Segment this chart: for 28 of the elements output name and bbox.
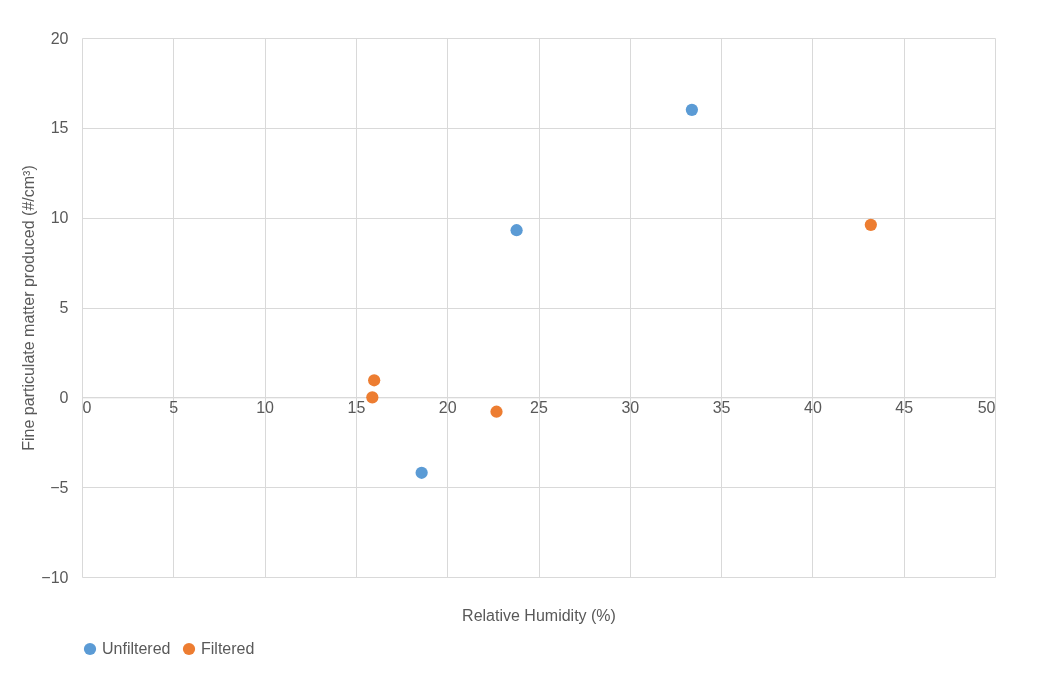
- point: [864, 218, 877, 231]
- x-tick-label: 15: [347, 398, 366, 416]
- point: [685, 103, 699, 116]
- legend-label: Filtered: [201, 640, 255, 657]
- x-tick-label: 10: [256, 398, 275, 416]
- x-axis-title: Relative Humidity (%): [462, 606, 616, 624]
- y-tick-label: 15: [50, 119, 69, 137]
- y-tick-label: 10: [50, 209, 69, 227]
- x-tick-label: 25: [530, 398, 548, 416]
- x-tick-label: 50: [977, 398, 996, 416]
- point: [366, 391, 379, 404]
- x-tick-label: 40: [804, 398, 822, 416]
- x-tick-label: 45: [895, 398, 914, 416]
- y-axis-title: Fine particulate matter produced (#/cm³): [20, 165, 38, 451]
- y-tick-label: −10: [41, 568, 69, 586]
- x-tick-label: 30: [621, 398, 640, 416]
- y-tick-label: 5: [59, 299, 69, 316]
- point: [490, 405, 503, 418]
- x-tick-label: 35: [712, 398, 731, 416]
- point: [415, 466, 428, 479]
- y-tick-label: 20: [50, 29, 69, 47]
- legend-label: Unfiltered: [102, 640, 171, 657]
- x-tick-label: 20: [438, 398, 457, 416]
- x-tick-label: 5: [169, 398, 179, 416]
- x-tick-label: 0: [82, 398, 92, 416]
- point: [368, 374, 381, 387]
- y-tick-label: −5: [50, 478, 69, 496]
- point: [510, 224, 523, 237]
